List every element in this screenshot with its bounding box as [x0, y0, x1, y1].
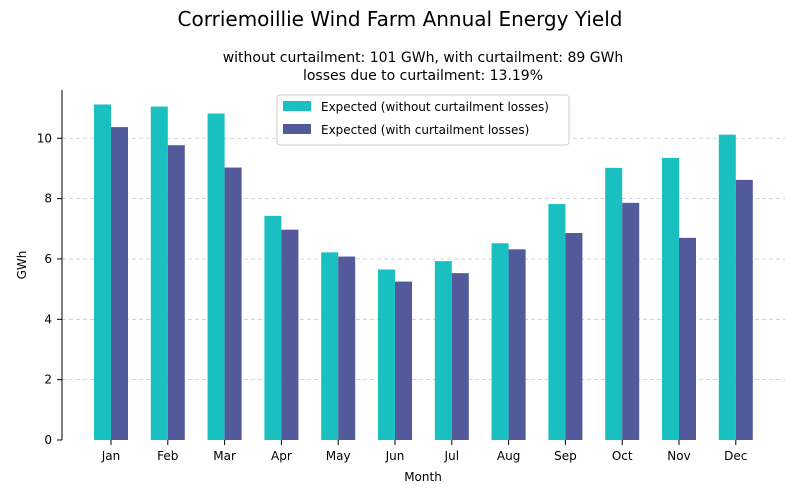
bar-aug-series-1: [508, 249, 526, 440]
bar-may-series-1: [338, 256, 356, 440]
x-tick-label: Apr: [271, 449, 292, 463]
y-tick-label: 10: [37, 131, 52, 145]
legend-label-without-curtailment: Expected (without curtailment losses): [321, 100, 549, 114]
x-tick-label: Mar: [213, 449, 236, 463]
x-tick-label: Jul: [444, 449, 459, 463]
axes: [57, 90, 737, 445]
x-axis-label: Month: [404, 470, 442, 484]
y-tick-label: 8: [44, 192, 52, 206]
bar-jul-series-1: [451, 273, 469, 440]
y-tick-labels: 0 2 4 6 8 10: [37, 131, 52, 447]
legend-label-with-curtailment: Expected (with curtailment losses): [321, 123, 529, 137]
bar-nov-series-1: [679, 237, 696, 440]
y-axis-label: GWh: [15, 251, 29, 280]
legend: Expected (without curtailment losses) Ex…: [276, 94, 570, 146]
bar-apr-series-0: [264, 215, 282, 440]
chart-subtitle-line-2: losses due to curtailment: 13.19%: [303, 68, 543, 84]
bar-jul-series-0: [434, 261, 452, 440]
bar-oct-series-0: [605, 167, 623, 440]
x-tick-label: Nov: [667, 449, 690, 463]
x-tick-label: Jan: [101, 449, 121, 463]
chart-subtitle-line-1: without curtailment: 101 GWh, with curta…: [223, 50, 624, 66]
bar-feb-series-0: [150, 106, 168, 441]
bar-dec-series-1: [735, 179, 753, 440]
bar-nov-series-0: [662, 157, 679, 440]
bars: [94, 104, 753, 441]
legend-swatch-without-curtailment: [283, 101, 311, 111]
bar-jun-series-1: [395, 281, 412, 440]
bar-mar-series-0: [207, 113, 225, 440]
x-tick-label: Feb: [157, 449, 178, 463]
x-tick-label: Jun: [385, 449, 405, 463]
bar-jan-series-1: [111, 127, 128, 441]
y-tick-label: 2: [44, 373, 52, 387]
bar-dec-series-0: [718, 134, 736, 441]
y-tick-label: 4: [44, 312, 52, 326]
bar-aug-series-0: [491, 243, 509, 440]
chart-title: Corriemoillie Wind Farm Annual Energy Yi…: [178, 7, 623, 31]
legend-frame: [276, 94, 570, 146]
x-tick-labels: Jan Feb Mar Apr May Jun Jul Aug Sep Oct Nov Dec: [101, 449, 748, 463]
bar-apr-series-1: [281, 229, 299, 440]
bar-jun-series-0: [378, 269, 395, 440]
bar-sep-series-1: [565, 233, 583, 440]
y-tick-label: 0: [44, 433, 52, 447]
bar-feb-series-1: [167, 145, 185, 440]
bar-sep-series-0: [548, 204, 566, 440]
x-tick-label: Dec: [724, 449, 747, 463]
legend-swatch-with-curtailment: [283, 124, 311, 134]
y-tick-label: 6: [44, 252, 52, 266]
bar-oct-series-1: [622, 202, 640, 440]
x-tick-label: Sep: [554, 449, 577, 463]
x-tick-label: Oct: [612, 449, 633, 463]
bar-may-series-0: [321, 252, 339, 440]
bar-mar-series-1: [224, 167, 242, 441]
x-tick-label: May: [326, 449, 351, 463]
bar-jan-series-0: [94, 104, 111, 440]
x-tick-label: Aug: [497, 449, 520, 463]
